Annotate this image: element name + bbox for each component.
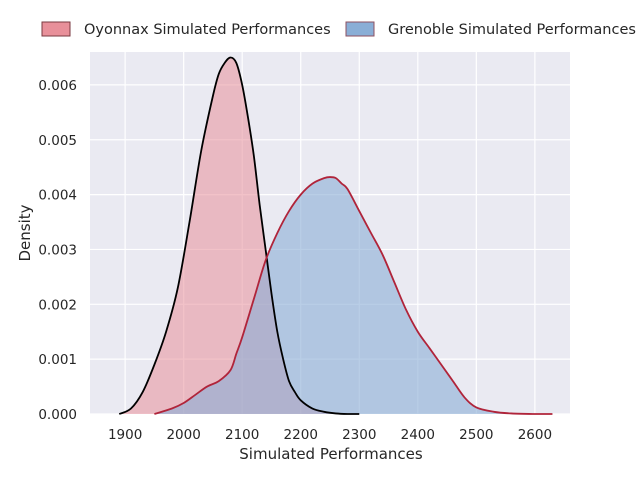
- y-tick-label: 0.001: [38, 352, 77, 368]
- x-tick-label: 1900: [108, 427, 142, 443]
- y-tick-label: 0.000: [38, 407, 77, 423]
- density-line-oyonnax: [118, 56, 360, 415]
- x-tick-label: 2600: [518, 427, 552, 443]
- y-axis-label: Density: [16, 204, 34, 261]
- legend-swatch-oyonnax: [41, 21, 71, 37]
- density-fill-grenoble: [154, 177, 553, 415]
- density-line-grenoble: [154, 176, 553, 415]
- y-tick-label: 0.003: [38, 242, 77, 258]
- legend-label-oyonnax: Oyonnax Simulated Performances: [84, 22, 331, 38]
- legend: Oyonnax Simulated Performances Grenoble …: [41, 21, 636, 38]
- x-tick-label: 2100: [225, 427, 259, 443]
- y-tick-label: 0.005: [38, 133, 77, 149]
- x-tick-label: 2000: [166, 427, 200, 443]
- y-tick-label: 0.002: [38, 297, 77, 313]
- y-tick-label: 0.006: [38, 78, 77, 94]
- x-tick-label: 2400: [401, 427, 435, 443]
- density-fill-oyonnax: [119, 57, 360, 415]
- legend-swatch-grenoble: [345, 21, 375, 37]
- legend-label-grenoble: Grenoble Simulated Performances: [388, 22, 636, 38]
- tick-labels: 1900 2000 2100 2200 2300 2400 2500 2600 0.000 0.0…: [38, 78, 552, 443]
- x-tick-label: 2300: [342, 427, 376, 443]
- density-series: [118, 56, 553, 415]
- y-tick-label: 0.004: [38, 188, 77, 204]
- x-tick-label: 2500: [459, 427, 493, 443]
- x-tick-label: 2200: [284, 427, 318, 443]
- x-axis-label: Simulated Performances: [239, 445, 423, 463]
